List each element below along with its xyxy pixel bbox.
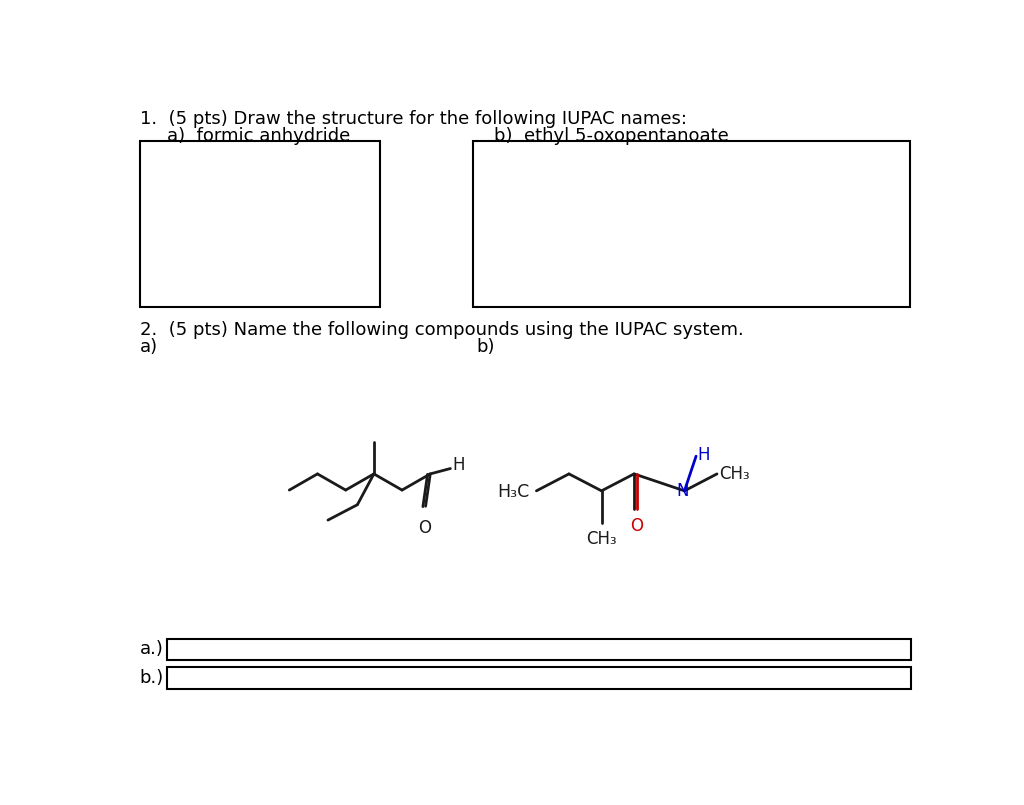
Text: CH₃: CH₃ (719, 465, 750, 483)
Bar (139, 141, 380, 307)
Text: a.): a.) (139, 641, 164, 658)
Text: a)  formic anhydride: a) formic anhydride (167, 127, 350, 146)
Text: a): a) (139, 337, 158, 356)
Text: b.): b.) (139, 669, 164, 687)
Bar (167, 667, 910, 689)
Text: 2.  (5 pts) Name the following compounds using the IUPAC system.: 2. (5 pts) Name the following compounds … (139, 321, 743, 340)
Text: H: H (697, 446, 710, 464)
Text: b)  ethyl 5-oxopentanoate: b) ethyl 5-oxopentanoate (494, 127, 728, 146)
Text: O: O (419, 518, 431, 537)
Text: H₃C: H₃C (498, 483, 530, 501)
Bar (473, 141, 910, 307)
Text: b): b) (477, 337, 496, 356)
Text: 1.  (5 pts) Draw the structure for the following IUPAC names:: 1. (5 pts) Draw the structure for the fo… (139, 110, 687, 129)
Text: CH₃: CH₃ (586, 530, 616, 548)
Bar (167, 638, 910, 660)
Text: N: N (677, 482, 689, 500)
Text: H: H (452, 456, 465, 473)
Text: O: O (630, 517, 643, 535)
